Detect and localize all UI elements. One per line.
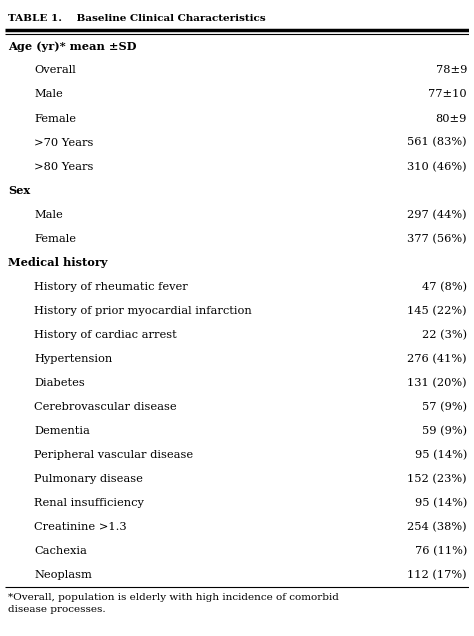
Text: 377 (56%): 377 (56%) [407, 233, 467, 244]
Text: >70 Years: >70 Years [34, 137, 93, 148]
Text: 76 (11%): 76 (11%) [415, 546, 467, 556]
Text: 276 (41%): 276 (41%) [407, 354, 467, 364]
Text: Sex: Sex [9, 185, 31, 196]
Text: Male: Male [34, 210, 63, 219]
Text: Renal insufficiency: Renal insufficiency [34, 498, 144, 508]
Text: 561 (83%): 561 (83%) [407, 137, 467, 148]
Text: *Overall, population is elderly with high incidence of comorbid: *Overall, population is elderly with hig… [9, 593, 339, 602]
Text: Diabetes: Diabetes [34, 378, 85, 388]
Text: 80±9: 80±9 [436, 114, 467, 123]
Text: History of cardiac arrest: History of cardiac arrest [34, 330, 177, 340]
Text: 47 (8%): 47 (8%) [422, 282, 467, 292]
Text: 95 (14%): 95 (14%) [415, 450, 467, 460]
Text: 145 (22%): 145 (22%) [407, 306, 467, 316]
Text: Pulmonary disease: Pulmonary disease [34, 474, 143, 484]
Text: disease processes.: disease processes. [9, 605, 106, 614]
Text: Overall: Overall [34, 66, 76, 76]
Text: Hypertension: Hypertension [34, 354, 112, 364]
Text: 95 (14%): 95 (14%) [415, 498, 467, 508]
Text: Female: Female [34, 114, 76, 123]
Text: >80 Years: >80 Years [34, 162, 93, 172]
Text: 112 (17%): 112 (17%) [407, 570, 467, 581]
Text: 254 (38%): 254 (38%) [407, 522, 467, 532]
Text: Cerebrovascular disease: Cerebrovascular disease [34, 402, 177, 412]
Text: 131 (20%): 131 (20%) [407, 378, 467, 388]
Text: 77±10: 77±10 [428, 90, 467, 99]
Text: Cachexia: Cachexia [34, 546, 87, 556]
Text: History of prior myocardial infarction: History of prior myocardial infarction [34, 306, 252, 316]
Text: 59 (9%): 59 (9%) [422, 426, 467, 436]
Text: 57 (9%): 57 (9%) [422, 402, 467, 412]
Text: Male: Male [34, 90, 63, 99]
Text: Neoplasm: Neoplasm [34, 570, 92, 580]
Text: 152 (23%): 152 (23%) [407, 474, 467, 484]
Text: TABLE 1.    Baseline Clinical Characteristics: TABLE 1. Baseline Clinical Characteristi… [9, 14, 266, 23]
Text: Medical history: Medical history [9, 257, 108, 268]
Text: History of rheumatic fever: History of rheumatic fever [34, 282, 188, 292]
Text: 22 (3%): 22 (3%) [422, 329, 467, 340]
Text: Peripheral vascular disease: Peripheral vascular disease [34, 450, 193, 460]
Text: Age (yr)* mean ±SD: Age (yr)* mean ±SD [9, 41, 137, 52]
Text: 78±9: 78±9 [436, 66, 467, 76]
Text: Dementia: Dementia [34, 426, 90, 436]
Text: Creatinine >1.3: Creatinine >1.3 [34, 522, 127, 532]
Text: Female: Female [34, 233, 76, 244]
Text: 297 (44%): 297 (44%) [407, 209, 467, 220]
Text: 310 (46%): 310 (46%) [407, 162, 467, 172]
